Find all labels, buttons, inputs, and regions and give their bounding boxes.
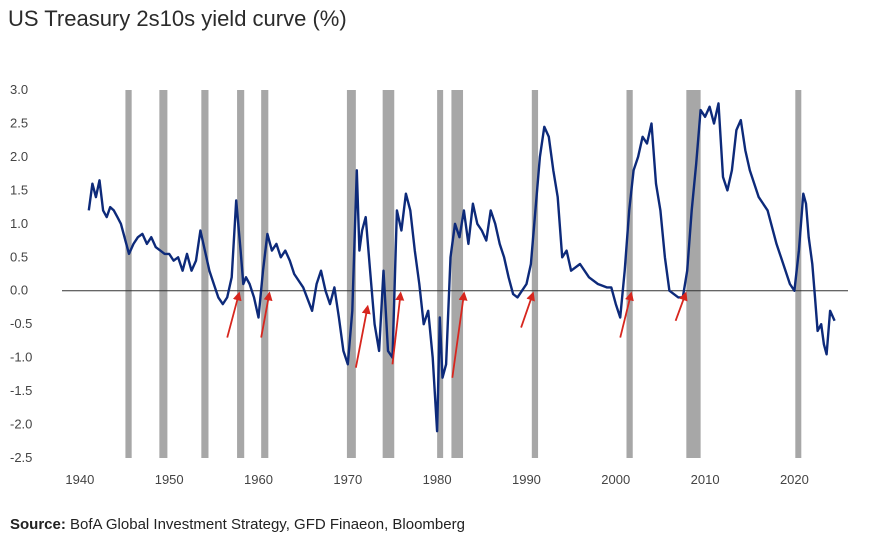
y-tick-label: -0.5: [10, 316, 32, 331]
y-tick-label: 0.0: [10, 283, 28, 298]
chart-title: US Treasury 2s10s yield curve (%): [8, 6, 347, 31]
red-arrow: [619, 291, 634, 338]
recession-band: [125, 90, 132, 458]
red-arrow: [354, 304, 371, 368]
y-tick-label: 3.0: [10, 82, 28, 97]
recession-band: [261, 90, 269, 458]
y-tick-label: 2.5: [10, 115, 28, 130]
recession-band: [237, 90, 245, 458]
x-tick-label: 1990: [512, 472, 541, 487]
series-lines: [87, 102, 836, 433]
y-tick-label: -1.5: [10, 383, 32, 398]
recession-band: [795, 90, 802, 458]
y-tick-label: 1.5: [10, 182, 28, 197]
x-tick-label: 1960: [244, 472, 273, 487]
recession-band: [201, 90, 209, 458]
y-tick-label: -2.0: [10, 417, 32, 432]
recession-band: [531, 90, 539, 458]
x-tick-label: 1970: [333, 472, 362, 487]
y-tick-label: -1.0: [10, 350, 32, 365]
yield-curve-line: [87, 102, 836, 433]
source-label: Source:: [10, 516, 66, 533]
source-note: Source: BofA Global Investment Strategy,…: [10, 516, 465, 533]
red-arrow: [260, 291, 273, 338]
recession-band: [626, 90, 633, 458]
red-arrow: [451, 291, 468, 378]
y-tick-label: 1.0: [10, 216, 28, 231]
red-arrows: [226, 291, 688, 378]
x-tick-label: 1940: [65, 472, 94, 487]
source-text: BofA Global Investment Strategy, GFD Fin…: [65, 516, 465, 533]
x-tick-label: 2000: [601, 472, 630, 487]
y-tick-label: -2.5: [10, 450, 32, 465]
red-arrow: [226, 291, 242, 338]
red-arrow: [391, 291, 405, 365]
x-tick-label: 1980: [423, 472, 452, 487]
recession-band: [346, 90, 356, 458]
x-axis: 1940 1950 1960 1970 1980 1990 2000 2010 2020: [65, 472, 808, 487]
red-arrow: [674, 291, 688, 322]
y-axis: 3.0 2.5 2.0 1.5 1.0 0.5 0.0 -0.5 -1.0 -1.5 -2.0 -2.…: [10, 82, 32, 465]
recession-bands: [125, 90, 802, 458]
x-tick-label: 2020: [780, 472, 809, 487]
recession-band: [451, 90, 464, 458]
red-arrow: [520, 291, 535, 328]
y-tick-label: 0.5: [10, 249, 28, 264]
recession-band: [437, 90, 444, 458]
x-tick-label: 2010: [691, 472, 720, 487]
recession-band: [686, 90, 701, 458]
y-tick-label: 2.0: [10, 149, 28, 164]
x-tick-label: 1950: [155, 472, 184, 487]
recession-band: [159, 90, 168, 458]
recession-band: [382, 90, 395, 458]
